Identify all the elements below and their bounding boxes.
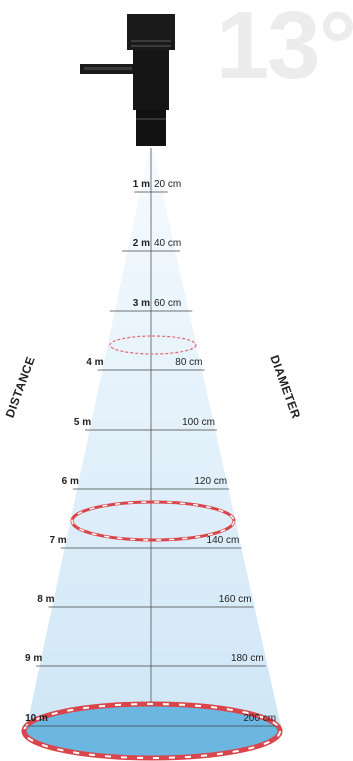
spotlight-fixture-icon <box>80 14 175 146</box>
diameter-label: 140 cm <box>206 535 240 546</box>
distance-label: 4 m <box>86 357 104 368</box>
diameter-label: 20 cm <box>154 179 182 190</box>
distance-label: 5 m <box>73 417 92 428</box>
diameter-label: 120 cm <box>194 476 228 487</box>
beam-angle-label: 13° <box>215 0 353 99</box>
diameter-label: 80 cm <box>175 357 203 368</box>
spot-ring-3m <box>109 335 197 355</box>
diameter-label: 40 cm <box>154 238 182 249</box>
distance-label: 2 m <box>132 238 150 249</box>
spot-floor <box>26 706 278 756</box>
distance-label: 1 m <box>132 179 150 190</box>
diameter-label: 160 cm <box>218 594 252 605</box>
diameter-label: 200 cm <box>243 713 277 724</box>
light-cone <box>25 150 283 735</box>
distance-label: 6 m <box>61 476 79 487</box>
distance-label: 10 m <box>25 713 48 724</box>
diameter-label: 180 cm <box>230 653 264 664</box>
distance-label: 9 m <box>25 653 43 664</box>
distance-label: 8 m <box>37 594 55 605</box>
diameter-label: 100 cm <box>182 417 215 428</box>
diameter-label: 60 cm <box>154 298 182 309</box>
distance-label: 3 m <box>132 298 150 309</box>
distance-label: 7 m <box>49 535 67 546</box>
